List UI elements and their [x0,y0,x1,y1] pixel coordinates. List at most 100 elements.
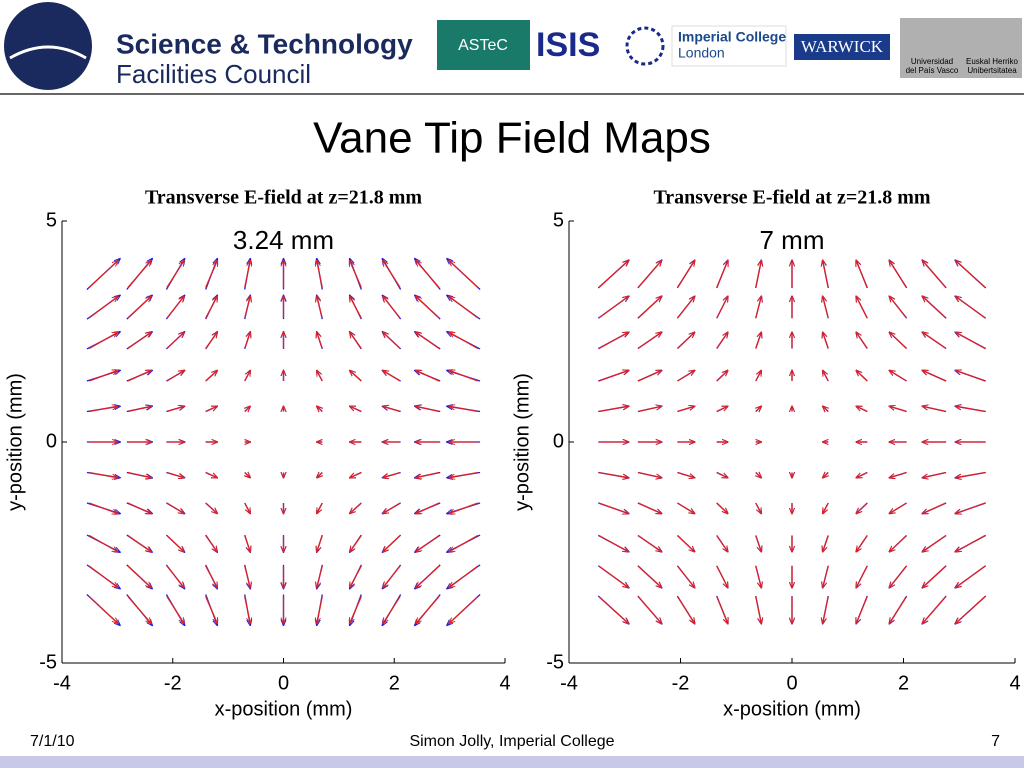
field-arrow [856,471,868,477]
field-arrow [416,534,440,551]
field-arrow [416,565,440,588]
field-arrow [416,332,440,350]
field-arrow [127,502,151,514]
field-arrow [127,261,151,288]
field-arrow [449,534,479,551]
field-arrow [127,406,151,413]
field-arrow [922,296,947,319]
field-arrow [350,261,362,288]
field-arrow [89,471,118,477]
field-arrow [166,565,184,588]
field-arrow [637,534,661,551]
field-arrow [956,565,986,588]
field-arrow [598,332,629,350]
slide-title: Vane Tip Field Maps [313,114,711,163]
y-axis-label: y-position (mm) [4,373,26,511]
field-arrow [449,471,478,477]
upv-logo [900,18,1022,78]
field-arrow [637,502,661,514]
field-arrow [244,332,251,349]
field-arrow [823,472,829,477]
field-arrow [598,406,629,413]
field-arrow [166,296,184,319]
field-arrow [244,370,251,382]
x-tick-label: -4 [53,672,71,694]
field-arrow [637,471,661,477]
field-arrow [88,332,118,350]
field-arrow [416,471,440,477]
header: Science & Technology Facilities Council … [0,2,1024,95]
field-arrow [127,296,151,319]
field-arrow [677,370,694,382]
field-arrow [166,502,184,514]
plot-title: Transverse E-field at z=21.8 mm [653,187,930,209]
field-arrow [716,596,728,623]
y-tick-label: 0 [46,430,57,452]
field-arrow [676,596,694,623]
field-arrow [416,406,440,413]
field-arrow [922,565,947,588]
field-arrow [637,332,661,350]
x-tick-label: 0 [786,672,797,694]
field-arrow [383,406,401,413]
plot-title: Transverse E-field at z=21.8 mm [145,187,422,209]
field-arrow [823,535,829,551]
field-arrow [676,332,694,349]
footer-bar [0,756,1024,768]
field-arrow [637,565,661,588]
field-arrow [637,370,661,382]
field-arrow [416,370,440,382]
field-arrow [755,565,762,588]
y-tick-label: 5 [46,209,57,231]
field-arrow [205,471,218,477]
field-arrow [449,502,479,514]
field-arrow [823,261,829,288]
field-arrow [88,261,118,288]
field-arrow [88,296,118,319]
field-arrow [716,332,728,349]
field-arrow [856,406,868,413]
field-arrow [755,296,762,319]
field-arrow [856,535,868,551]
warwick-text: WARWICK [801,37,884,56]
field-arrow [127,370,151,382]
x-tick-label: -2 [164,672,182,694]
field-arrow [716,296,728,319]
field-arrow [350,596,362,623]
field-arrow [244,502,251,514]
field-arrow [889,535,908,551]
field-arrow [922,596,947,623]
field-arrow [756,472,762,477]
field-arrow [676,261,694,288]
field-arrow [88,502,118,514]
field-arrow [823,596,829,623]
field-arrow [383,261,401,288]
stfc-logo-sun [9,45,87,60]
field-arrow [383,370,401,382]
field-arrow [677,502,694,514]
field-arrow [922,406,947,413]
field-arrow [856,296,868,319]
field-arrow [956,406,986,413]
field-arrow [889,565,908,588]
field-arrow [922,502,947,514]
field-arrow [598,565,629,588]
field-arrow [449,565,479,588]
field-arrow [823,296,829,319]
field-arrow [956,261,986,289]
field-arrow [755,370,762,382]
field-arrow [755,535,762,551]
field-arrow [245,406,251,411]
astec-logo [437,20,530,70]
field-arrow [166,370,184,382]
field-arrow [127,332,151,350]
annotation: 7 mm [760,225,825,255]
field-arrow [956,534,986,551]
field-arrow [756,406,762,411]
y-tick-label: 5 [553,209,564,231]
warwick-logo [794,34,890,60]
field-arrow [889,502,907,514]
field-arrow [317,296,323,319]
x-tick-label: 0 [278,672,289,694]
